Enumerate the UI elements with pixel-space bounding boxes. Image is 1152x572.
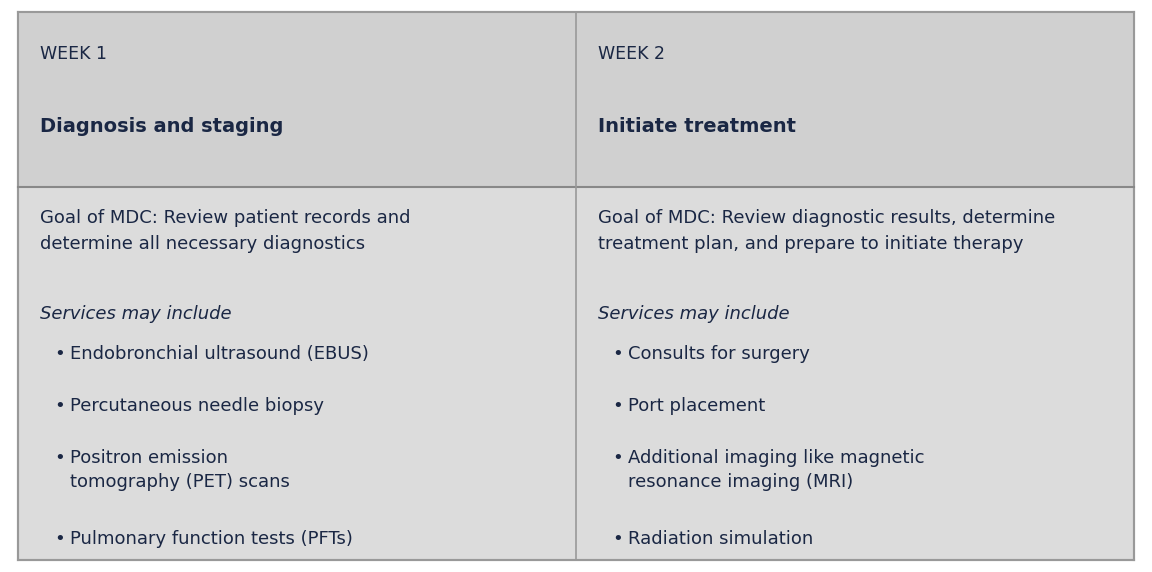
- Text: Diagnosis and staging: Diagnosis and staging: [40, 117, 283, 137]
- Bar: [18, 12, 1134, 187]
- Text: Goal of MDC: Review diagnostic results, determine
treatment plan, and prepare to: Goal of MDC: Review diagnostic results, …: [598, 209, 1055, 253]
- Text: Positron emission
tomography (PET) scans: Positron emission tomography (PET) scans: [70, 449, 290, 491]
- Text: •: •: [54, 397, 65, 415]
- Text: Radiation simulation: Radiation simulation: [628, 530, 813, 547]
- Text: Endobronchial ultrasound (EBUS): Endobronchial ultrasound (EBUS): [70, 345, 369, 363]
- Text: Pulmonary function tests (PFTs): Pulmonary function tests (PFTs): [70, 530, 353, 547]
- Text: WEEK 1: WEEK 1: [40, 45, 107, 63]
- Text: Services may include: Services may include: [598, 305, 789, 323]
- Text: •: •: [612, 530, 623, 547]
- Text: Port placement: Port placement: [628, 397, 765, 415]
- Text: •: •: [54, 449, 65, 467]
- Text: Additional imaging like magnetic
resonance imaging (MRI): Additional imaging like magnetic resonan…: [628, 449, 925, 491]
- Text: WEEK 2: WEEK 2: [598, 45, 665, 63]
- Text: •: •: [54, 530, 65, 547]
- Text: •: •: [612, 449, 623, 467]
- Text: •: •: [612, 345, 623, 363]
- Text: Percutaneous needle biopsy: Percutaneous needle biopsy: [70, 397, 324, 415]
- Text: •: •: [54, 345, 65, 363]
- Text: •: •: [612, 397, 623, 415]
- Text: Goal of MDC: Review patient records and
determine all necessary diagnostics: Goal of MDC: Review patient records and …: [40, 209, 410, 253]
- Text: Services may include: Services may include: [40, 305, 232, 323]
- Text: Consults for surgery: Consults for surgery: [628, 345, 810, 363]
- Text: Initiate treatment: Initiate treatment: [598, 117, 796, 137]
